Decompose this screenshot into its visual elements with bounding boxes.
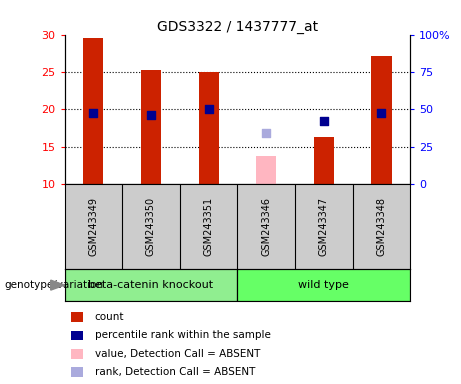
Bar (237, 269, 410, 301)
Bar (83, 38, 103, 184)
Text: percentile rank within the sample: percentile rank within the sample (95, 330, 271, 340)
Text: GSM243349: GSM243349 (89, 197, 98, 256)
Text: GSM243346: GSM243346 (261, 197, 271, 256)
Text: GSM243348: GSM243348 (377, 197, 386, 256)
Bar (372, 56, 391, 184)
Bar (314, 137, 334, 184)
Bar (65, 269, 237, 301)
Text: count: count (95, 312, 124, 322)
Text: GSM243347: GSM243347 (319, 197, 329, 256)
Point (320, 118, 327, 124)
Text: wild type: wild type (298, 280, 349, 290)
Point (89, 110, 97, 116)
Point (148, 113, 155, 119)
Text: GSM243350: GSM243350 (146, 197, 156, 256)
Title: GDS3322 / 1437777_at: GDS3322 / 1437777_at (157, 20, 318, 33)
Text: value, Detection Call = ABSENT: value, Detection Call = ABSENT (95, 349, 260, 359)
Text: rank, Detection Call = ABSENT: rank, Detection Call = ABSENT (95, 367, 255, 377)
Point (378, 110, 385, 116)
Text: GSM243351: GSM243351 (204, 197, 213, 256)
Bar (141, 70, 161, 184)
Bar (199, 72, 219, 184)
Text: genotype/variation: genotype/variation (5, 280, 104, 290)
Point (263, 130, 270, 136)
Text: beta-catenin knockout: beta-catenin knockout (89, 280, 213, 290)
Bar (256, 156, 276, 184)
Point (205, 106, 212, 113)
